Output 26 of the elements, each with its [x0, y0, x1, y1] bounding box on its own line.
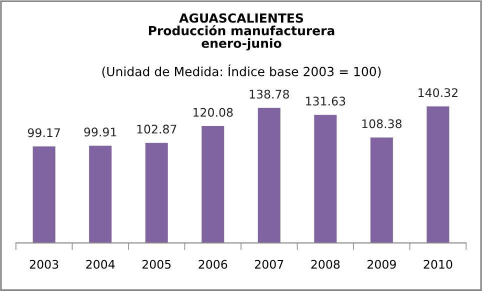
chart-subtitle: (Unidad de Medida: Índice base 2003 = 100) — [102, 64, 381, 78]
bar — [32, 146, 56, 243]
x-tick-label: 2010 — [424, 260, 452, 269]
data-label: 108.38 — [362, 119, 402, 128]
bar — [314, 114, 337, 243]
x-tick-label: 2005 — [142, 260, 171, 269]
bar — [426, 106, 450, 243]
data-label: 138.78 — [250, 90, 289, 99]
x-tick-label: 2006 — [198, 260, 228, 269]
x-tick-label: 2008 — [311, 260, 340, 269]
data-label: 140.32 — [418, 88, 458, 98]
chart-title: AGUASCALIENTES Producción manufacturera enero-junio — [148, 13, 334, 50]
data-label: 131.63 — [306, 96, 346, 106]
data-label: 120.08 — [194, 108, 233, 117]
data-label: 99.91 — [84, 128, 116, 136]
data-label: 102.87 — [137, 124, 176, 134]
bar — [202, 126, 224, 243]
x-tick-label: 2004 — [86, 260, 115, 269]
bar — [258, 108, 280, 243]
data-label: 99.17 — [28, 128, 60, 138]
x-tick-label: 2003 — [30, 260, 58, 269]
bar — [370, 137, 393, 243]
x-tick-label: 2007 — [254, 260, 284, 269]
x-tick-label: 2009 — [368, 260, 396, 269]
bar — [89, 146, 112, 243]
bar — [145, 142, 168, 243]
